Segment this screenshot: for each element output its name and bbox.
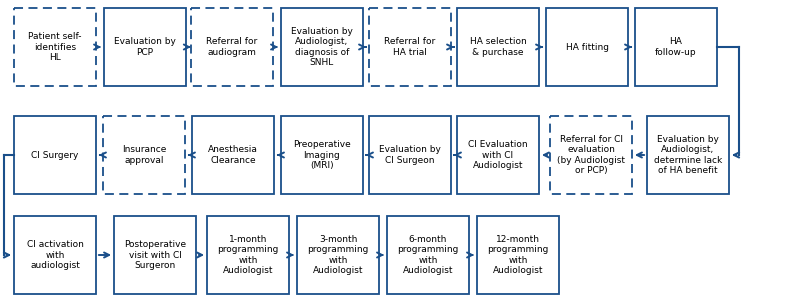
Text: Referral for
HA trial: Referral for HA trial: [384, 37, 436, 57]
Text: CI activation
with
audiologist: CI activation with audiologist: [26, 240, 83, 270]
Text: 12-month
programming
with
Audiologist: 12-month programming with Audiologist: [487, 235, 549, 275]
FancyBboxPatch shape: [192, 116, 274, 194]
FancyBboxPatch shape: [635, 8, 717, 86]
Text: Evaluation by
PCP: Evaluation by PCP: [114, 37, 176, 57]
FancyBboxPatch shape: [550, 116, 632, 194]
FancyBboxPatch shape: [207, 216, 289, 294]
FancyBboxPatch shape: [14, 216, 96, 294]
FancyBboxPatch shape: [103, 116, 185, 194]
Text: HA
follow-up: HA follow-up: [655, 37, 697, 57]
FancyBboxPatch shape: [457, 116, 539, 194]
Text: Postoperative
visit with CI
Surgeron: Postoperative visit with CI Surgeron: [124, 240, 186, 270]
Text: Evaluation by
Audiologist,
determine lack
of HA benefit: Evaluation by Audiologist, determine lac…: [654, 135, 722, 175]
Text: HA selection
& purchase: HA selection & purchase: [470, 37, 526, 57]
Text: CI Surgery: CI Surgery: [31, 150, 78, 160]
FancyBboxPatch shape: [647, 116, 729, 194]
Text: HA fitting: HA fitting: [566, 42, 609, 52]
FancyBboxPatch shape: [387, 216, 469, 294]
FancyBboxPatch shape: [281, 116, 363, 194]
FancyBboxPatch shape: [369, 116, 451, 194]
FancyBboxPatch shape: [14, 116, 96, 194]
FancyBboxPatch shape: [369, 8, 451, 86]
Text: CI Evaluation
with CI
Audiologist: CI Evaluation with CI Audiologist: [468, 140, 528, 170]
Text: Anesthesia
Clearance: Anesthesia Clearance: [208, 145, 258, 165]
FancyBboxPatch shape: [281, 8, 363, 86]
Text: Evaluation by
Audiologist,
diagnosis of
SNHL: Evaluation by Audiologist, diagnosis of …: [291, 27, 353, 67]
FancyBboxPatch shape: [104, 8, 186, 86]
FancyBboxPatch shape: [114, 216, 196, 294]
Text: Referral for
audiogram: Referral for audiogram: [206, 37, 258, 57]
Text: Patient self-
identifies
HL: Patient self- identifies HL: [28, 32, 82, 62]
FancyBboxPatch shape: [457, 8, 539, 86]
Text: 6-month
programming
with
Audiologist: 6-month programming with Audiologist: [398, 235, 458, 275]
Text: Preoperative
Imaging
(MRI): Preoperative Imaging (MRI): [293, 140, 351, 170]
FancyBboxPatch shape: [297, 216, 379, 294]
Text: Referral for CI
evaluation
(by Audiologist
or PCP): Referral for CI evaluation (by Audiologi…: [557, 135, 625, 175]
Text: Insurance
approval: Insurance approval: [122, 145, 166, 165]
FancyBboxPatch shape: [14, 8, 96, 86]
Text: 3-month
programming
with
Audiologist: 3-month programming with Audiologist: [307, 235, 369, 275]
Text: Evaluation by
CI Surgeon: Evaluation by CI Surgeon: [379, 145, 441, 165]
FancyBboxPatch shape: [477, 216, 559, 294]
Text: 1-month
programming
with
Audiologist: 1-month programming with Audiologist: [218, 235, 278, 275]
FancyBboxPatch shape: [546, 8, 628, 86]
FancyBboxPatch shape: [191, 8, 273, 86]
